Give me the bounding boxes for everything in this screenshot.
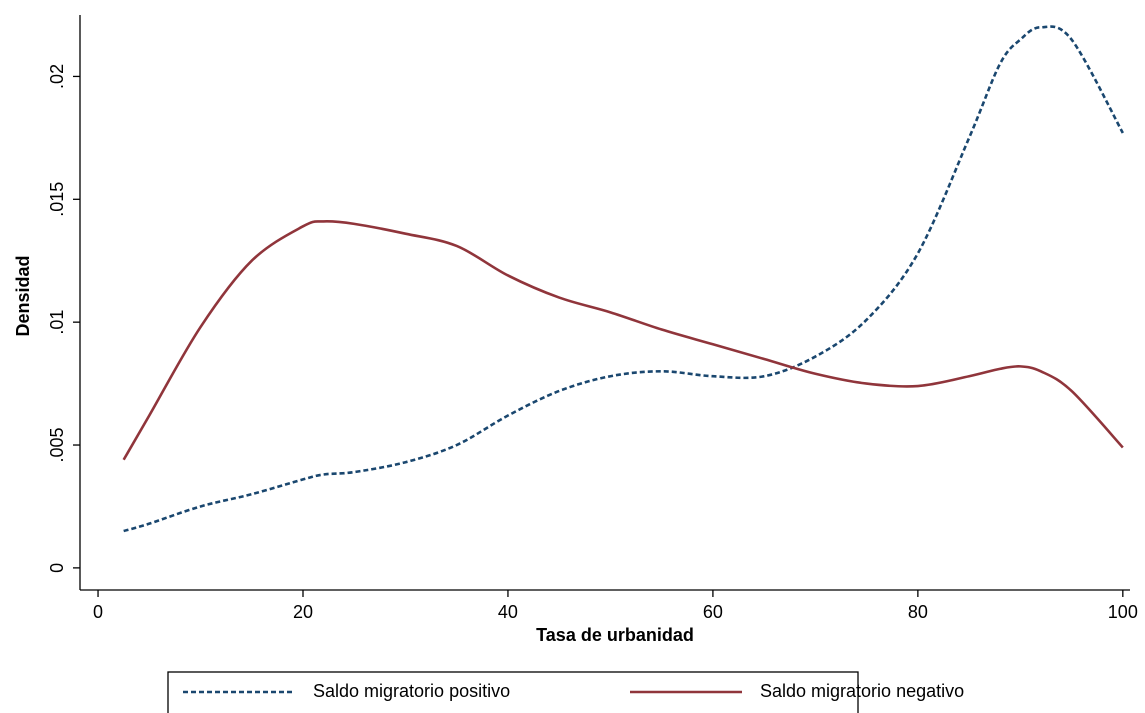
series-line: [122, 220, 1124, 461]
x-tick-label: 100: [1108, 602, 1138, 622]
y-tick-label: .005: [47, 427, 67, 462]
x-tick-label: 0: [93, 602, 103, 622]
x-axis-label: Tasa de urbanidad: [536, 625, 694, 645]
y-axis-label: Densidad: [13, 255, 33, 336]
legend-label: Saldo migratorio positivo: [313, 681, 510, 701]
y-tick-label: .01: [47, 310, 67, 335]
y-tick-label: 0: [47, 563, 67, 573]
x-tick-label: 40: [498, 602, 518, 622]
x-tick-label: 20: [293, 602, 313, 622]
x-tick-label: 60: [703, 602, 723, 622]
y-tick-label: .015: [47, 182, 67, 217]
series-line: [123, 25, 1124, 533]
legend-label: Saldo migratorio negativo: [760, 681, 964, 701]
x-tick-label: 80: [908, 602, 928, 622]
y-tick-label: .02: [47, 64, 67, 89]
